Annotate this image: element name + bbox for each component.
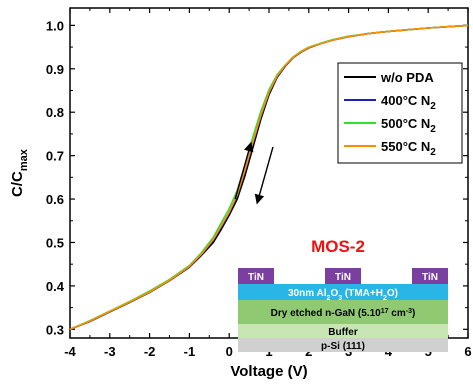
device-layer — [238, 338, 448, 352]
y-tick-label: 0.5 — [46, 235, 64, 250]
series-line-4 — [69, 24, 469, 331]
electrode-label: TiN — [335, 272, 351, 283]
tin-electrode — [238, 268, 274, 284]
y-axis-label: C/Cmax — [9, 148, 30, 197]
x-tick-label: -1 — [184, 344, 196, 359]
device-layer — [238, 300, 448, 324]
y-tick-label: 0.8 — [46, 105, 64, 120]
y-axis-label-sub: max — [18, 148, 30, 171]
legend-label: w/o PDA — [380, 70, 434, 85]
device-layer — [238, 284, 448, 300]
x-tick-label: 6 — [464, 344, 471, 359]
legend-label: 500°C N2 — [381, 116, 436, 135]
tin-electrode — [412, 268, 448, 284]
inset-title: MOS-2 — [311, 237, 365, 256]
device-layer-label: Buffer — [328, 327, 358, 338]
x-tick-label: 0 — [226, 344, 233, 359]
y-tick-label: 1.0 — [46, 18, 64, 33]
device-layer — [238, 324, 448, 338]
x-tick-label: -3 — [104, 344, 116, 359]
legend-label: 550°C N2 — [381, 139, 436, 158]
device-inset: MOS-2 TiN TiN TiN 30nm Al2O3 (TMA+H2O) Dry et… — [238, 237, 448, 352]
y-axis-label-main: C/C — [9, 171, 26, 197]
electrode-label: TiN — [248, 272, 264, 283]
axis-labels-group: Voltage (V) C/Cmax — [9, 148, 308, 380]
device-layer-label: Dry etched n-GaN (5.1017 cm-3) — [271, 308, 416, 320]
arrow-group — [234, 141, 274, 205]
y-tick-label: 0.3 — [46, 322, 64, 337]
device-layer-label: p-Si (111) — [321, 341, 365, 352]
series-group — [69, 24, 469, 331]
x-axis-label: Voltage (V) — [230, 363, 307, 380]
device-layer-label: 30nm Al2O3 (TMA+H2O) — [288, 288, 398, 302]
tin-electrode — [325, 268, 361, 284]
y-tick-label: 0.4 — [46, 279, 65, 294]
legend-label: 400°C N2 — [381, 93, 436, 112]
y-tick-label: 0.6 — [46, 192, 64, 207]
sweep-arrow-up — [234, 141, 254, 200]
y-tick-label: 0.7 — [46, 149, 64, 164]
x-tick-label: -2 — [144, 344, 156, 359]
legend: w/o PDA 400°C N2 500°C N2 550°C N2 — [337, 62, 463, 164]
x-tick-label: -4 — [64, 344, 76, 359]
y-tick-label: 0.9 — [46, 62, 64, 77]
electrode-label: TiN — [422, 272, 438, 283]
sweep-arrow-down — [254, 146, 274, 205]
